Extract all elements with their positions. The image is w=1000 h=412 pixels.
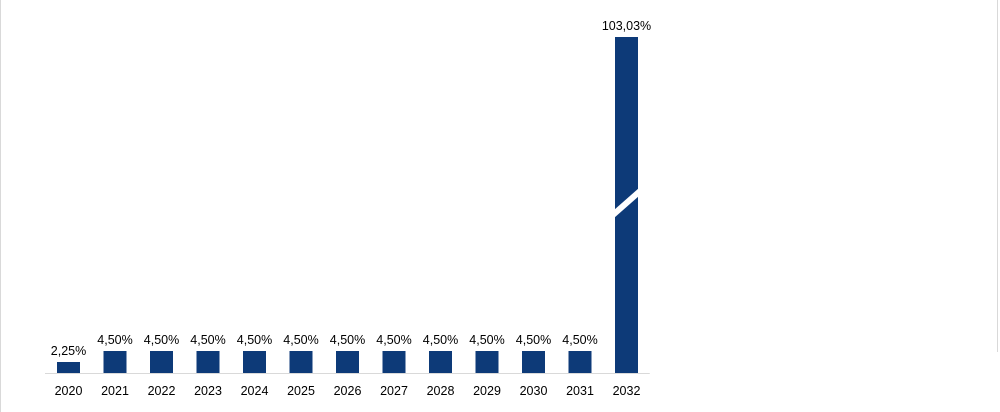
data-label-2022: 4,50%: [144, 333, 179, 347]
data-label-2031: 4,50%: [562, 333, 597, 347]
x-tick-labels-group: 2020 2021 2022 2023 2024 2025 2026 2027 2028 2029…: [55, 384, 641, 398]
data-label-2023: 4,50%: [190, 333, 225, 347]
x-tick-2031: 2031: [566, 384, 594, 398]
axis-break-mark: [614, 188, 639, 218]
x-tick-2032: 2032: [613, 384, 641, 398]
bar-2026: [336, 350, 359, 373]
x-tick-2030: 2030: [520, 384, 548, 398]
bar-2020: [57, 361, 80, 373]
x-tick-2022: 2022: [148, 384, 176, 398]
data-label-2024: 4,50%: [237, 333, 272, 347]
x-tick-2024: 2024: [241, 384, 269, 398]
data-label-2032: 103,03%: [602, 19, 651, 33]
data-label-2025: 4,50%: [283, 333, 318, 347]
bar-2023: [196, 350, 220, 373]
bar-2031: [568, 350, 592, 373]
data-label-2020: 2,25%: [51, 344, 86, 358]
data-label-2021: 4,50%: [97, 333, 132, 347]
x-tick-2029: 2029: [473, 384, 501, 398]
x-tick-2027: 2027: [380, 384, 408, 398]
x-tick-2026: 2026: [334, 384, 362, 398]
data-labels-group: 2,25% 4,50% 4,50% 4,50% 4,50% 4,50% 4,50% 4,50%…: [51, 19, 651, 358]
x-tick-2021: 2021: [101, 384, 129, 398]
x-tick-2020: 2020: [55, 384, 83, 398]
bar-2021: [103, 350, 127, 373]
bar-2025: [289, 350, 313, 373]
bar-2022: [150, 350, 173, 373]
bar-2030: [522, 350, 545, 373]
bar-2024: [243, 350, 266, 373]
frame-right-border: [997, 0, 998, 352]
data-label-2026: 4,50%: [330, 333, 365, 347]
x-tick-2028: 2028: [427, 384, 455, 398]
bars-group: [45, 37, 650, 374]
data-label-2030: 4,50%: [516, 333, 551, 347]
frame-left-border: [0, 0, 1, 412]
data-label-2028: 4,50%: [423, 333, 458, 347]
bar-2028: [429, 350, 452, 373]
x-tick-2025: 2025: [287, 384, 315, 398]
data-label-2027: 4,50%: [376, 333, 411, 347]
bar-2029: [475, 350, 499, 373]
data-label-2029: 4,50%: [469, 333, 504, 347]
bar-2027: [382, 350, 406, 373]
x-tick-2023: 2023: [194, 384, 222, 398]
